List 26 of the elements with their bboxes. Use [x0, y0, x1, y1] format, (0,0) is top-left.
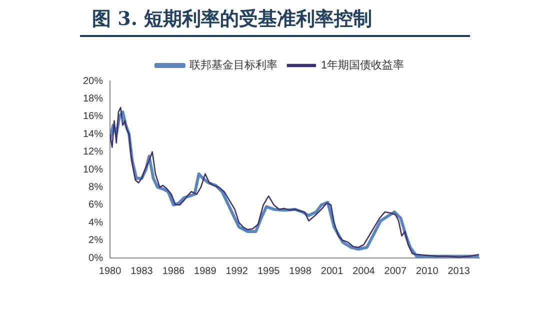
y-tick-label: 0%: [88, 252, 104, 264]
y-tick-label: 10%: [83, 164, 104, 176]
x-tick-label: 2004: [352, 266, 376, 277]
x-tick-label: 1989: [194, 266, 217, 277]
x-tick-label: 2007: [384, 266, 407, 277]
legend-label: 联邦基金目标利率: [189, 58, 278, 72]
y-tick-label: 8%: [88, 182, 104, 193]
y-tick-label: 14%: [83, 128, 104, 140]
y-tick-label: 12%: [83, 146, 104, 158]
x-tick-label: 1983: [130, 266, 154, 277]
x-tick-label: 1995: [257, 266, 280, 277]
x-tick-label: 2013: [448, 266, 470, 277]
chart-title: 图 3. 短期利率的受基准利率控制: [92, 7, 372, 32]
x-tick-label: 1992: [226, 266, 248, 277]
x-tick-label: 2010: [416, 266, 439, 277]
x-tick-label: 1986: [162, 266, 185, 277]
y-tick-label: 20%: [83, 76, 104, 87]
x-tick-label: 2001: [320, 266, 344, 277]
x-tick-label: 1980: [98, 266, 122, 277]
y-tick-label: 4%: [88, 217, 104, 228]
y-tick-label: 16%: [83, 111, 104, 122]
legend-label: 1年期国债收益率: [320, 58, 404, 72]
x-tick-label: 1998: [289, 266, 312, 277]
y-tick-label: 6%: [88, 200, 104, 211]
y-tick-label: 2%: [88, 235, 104, 246]
y-tick-label: 18%: [83, 93, 104, 104]
